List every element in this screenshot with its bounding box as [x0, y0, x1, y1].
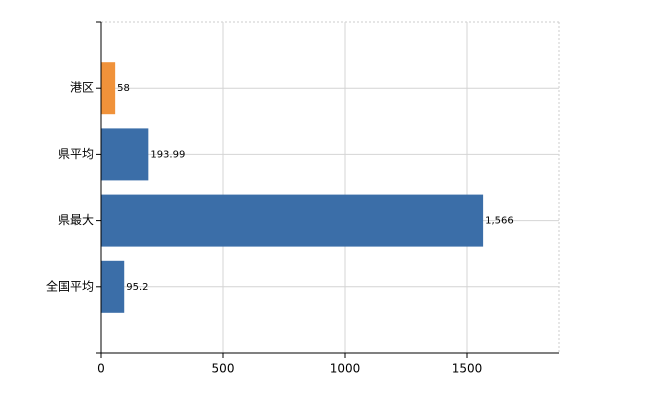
value-label: 58: [117, 83, 130, 94]
y-tick-label: 全国平均: [46, 278, 94, 293]
y-tick-label: 港区: [70, 81, 94, 95]
value-label: 1,566: [485, 216, 514, 227]
value-label: 95.2: [126, 282, 148, 293]
value-label: 193.99: [150, 149, 185, 160]
bar: [101, 62, 116, 115]
y-tick-label: 県平均: [58, 147, 94, 161]
bar: [101, 260, 125, 313]
y-tick-label: 県最大: [58, 213, 94, 227]
x-tick-label: 1500: [452, 362, 483, 376]
x-tick-label: 500: [212, 362, 235, 376]
x-tick-label: 0: [97, 362, 105, 376]
bar: [101, 194, 484, 247]
x-tick-label: 1000: [330, 362, 361, 376]
bar: [101, 128, 149, 181]
